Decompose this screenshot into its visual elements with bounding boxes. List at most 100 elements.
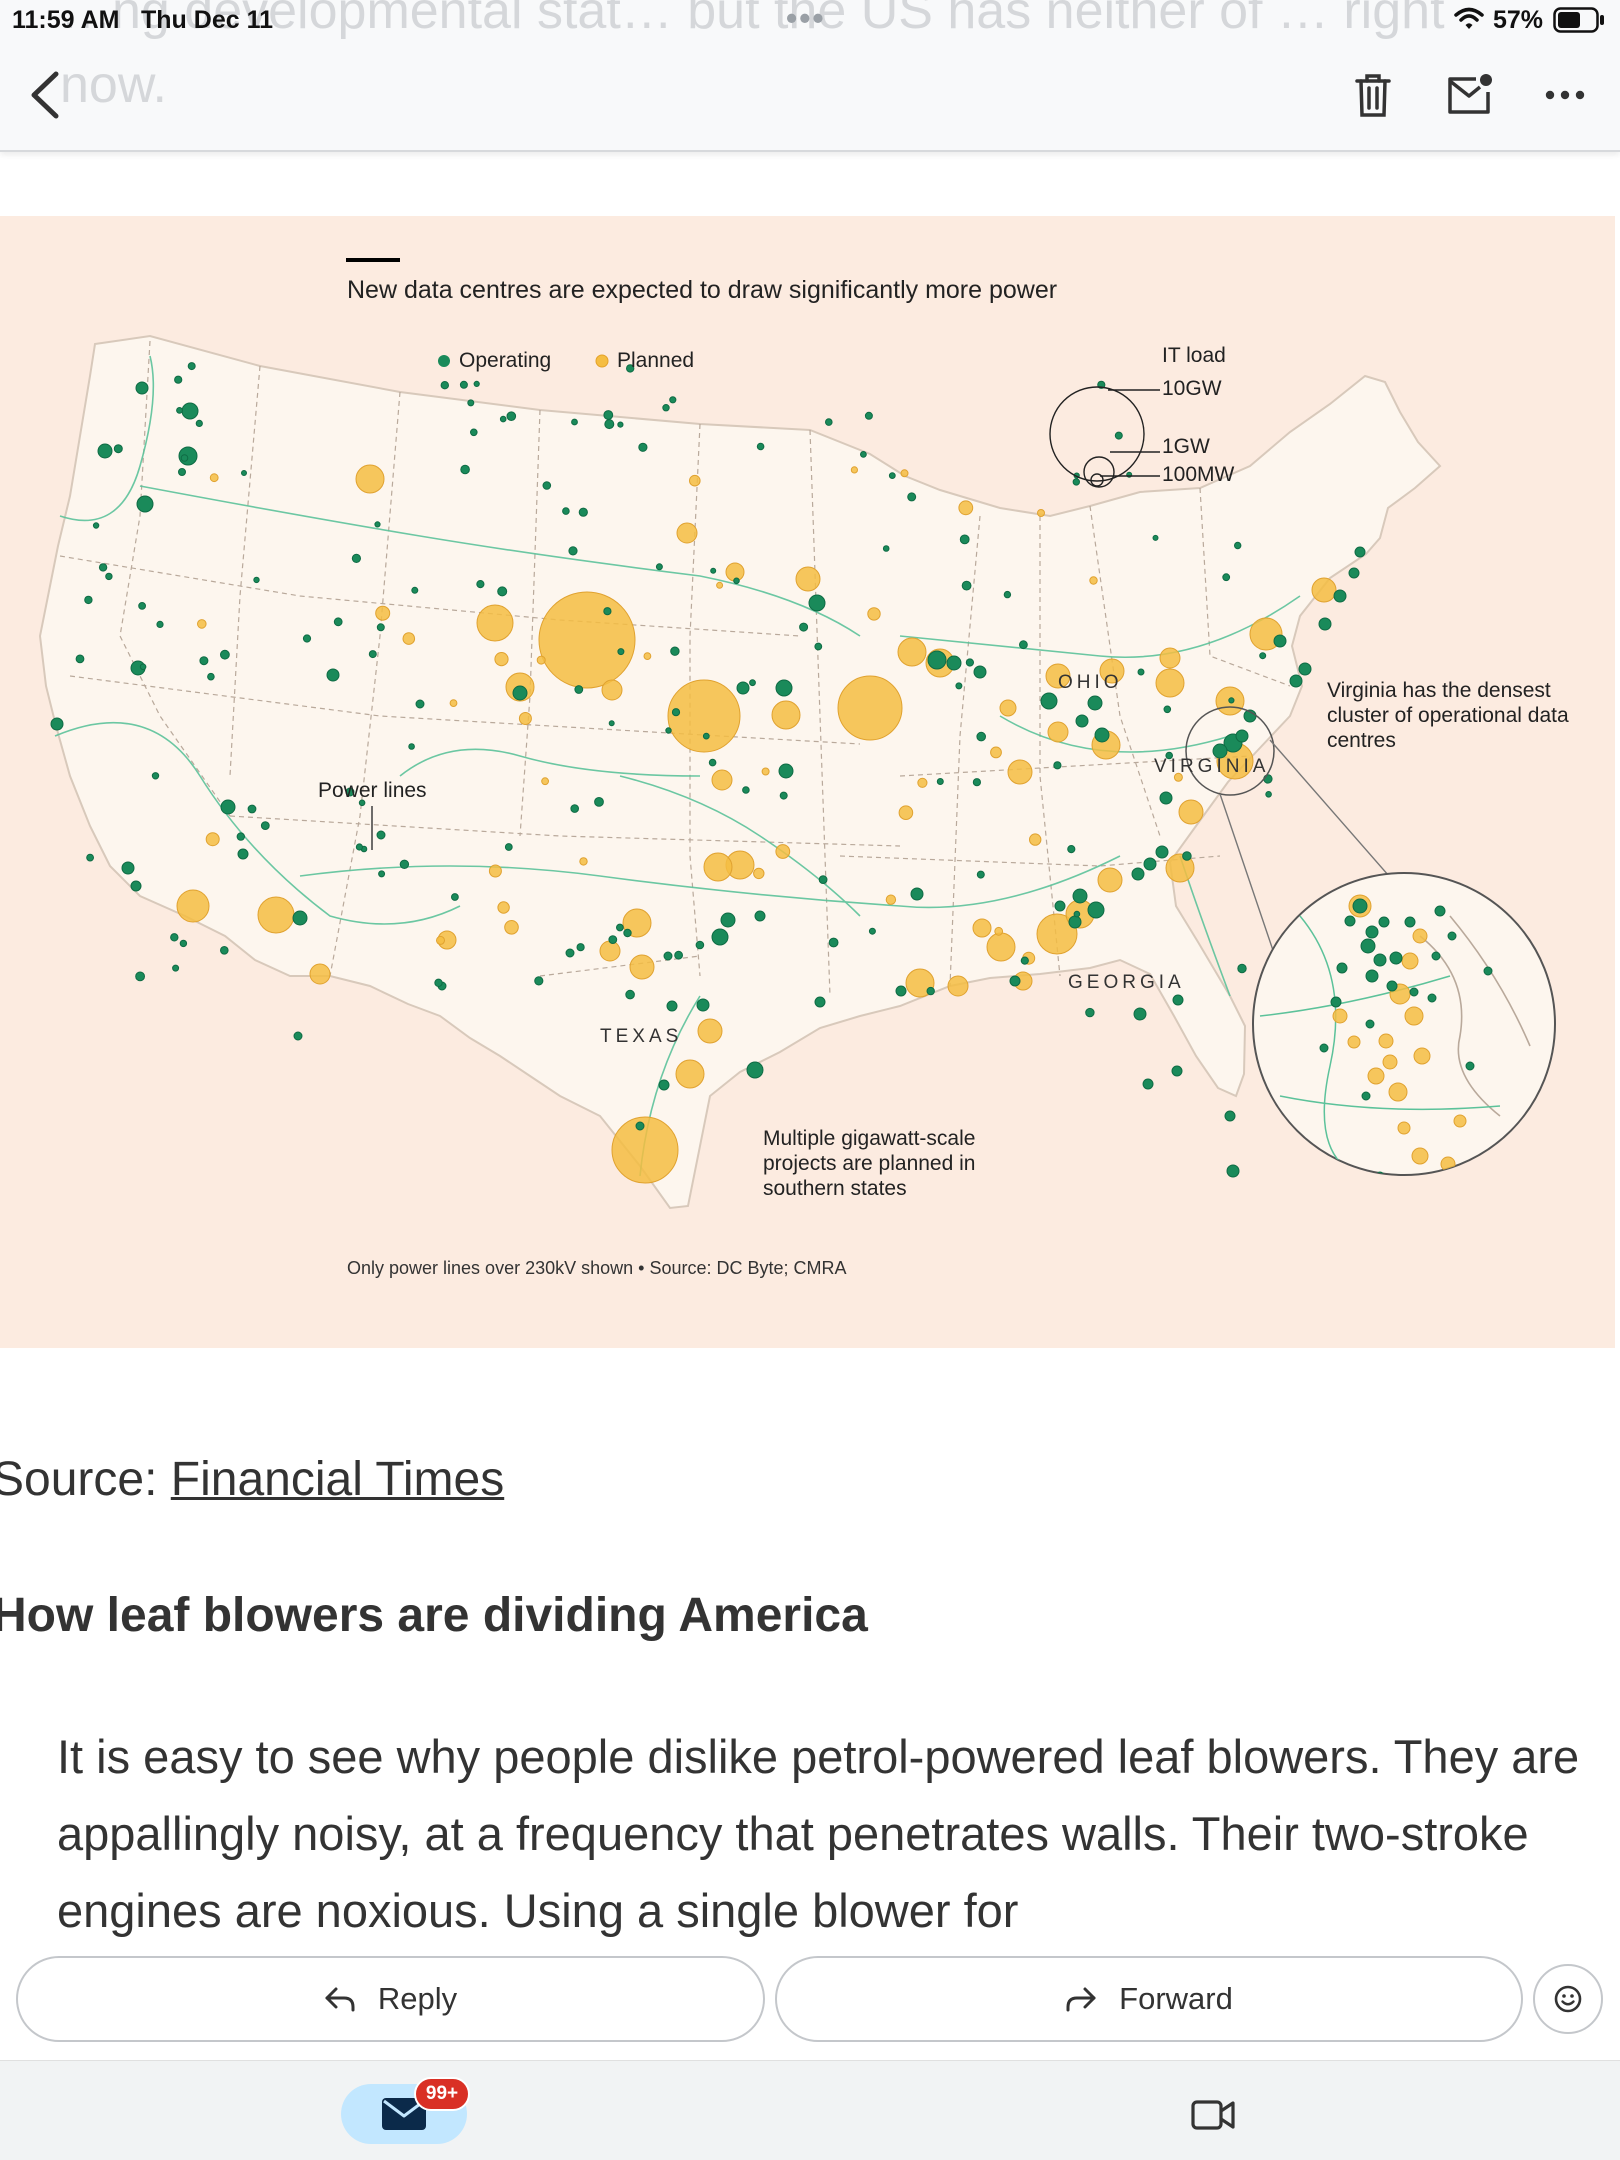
planned-data-centre-bubble bbox=[697, 1018, 723, 1044]
operating-data-centre-bubble bbox=[571, 418, 578, 426]
more-horizontal-icon bbox=[1545, 90, 1585, 100]
planned-data-centre-bubble bbox=[1097, 867, 1123, 893]
operating-data-centre-bubble bbox=[976, 731, 987, 742]
size-legend-small: 100MW bbox=[1162, 463, 1235, 486]
operating-data-centre-bubble bbox=[749, 679, 756, 687]
operating-data-centre-bubble bbox=[603, 410, 614, 420]
operating-data-centre-bubble bbox=[1020, 956, 1029, 965]
operating-data-centre-bubble bbox=[376, 830, 386, 840]
planned-data-centre-bubble bbox=[1411, 1147, 1429, 1165]
operating-data-centre-bubble bbox=[139, 663, 147, 671]
forward-button[interactable]: Forward bbox=[775, 1956, 1523, 2042]
operating-data-centre-bubble bbox=[260, 821, 270, 830]
operating-data-centre-bubble bbox=[574, 685, 584, 694]
reply-label: Reply bbox=[377, 1981, 458, 2016]
operating-data-centre-bubble bbox=[499, 415, 507, 423]
operating-data-centre-bubble bbox=[1483, 966, 1493, 976]
operating-data-centre-bubble bbox=[864, 411, 873, 420]
operating-data-centre-bubble bbox=[187, 362, 196, 371]
operating-data-centre-bubble bbox=[594, 797, 604, 807]
planned-data-centre-bubble bbox=[209, 473, 219, 483]
operating-data-centre-bubble bbox=[345, 787, 355, 797]
operating-data-centre-bubble bbox=[608, 935, 618, 944]
planned-data-centre-bubble bbox=[1311, 577, 1337, 603]
more-options-button[interactable] bbox=[1542, 80, 1588, 110]
operating-data-centre-bubble bbox=[512, 685, 528, 701]
source-link[interactable]: Financial Times bbox=[170, 1453, 505, 1506]
operating-data-centre-bubble bbox=[506, 411, 517, 421]
reply-button[interactable]: Reply bbox=[16, 1956, 765, 2042]
planned-data-centre-bubble bbox=[994, 926, 1004, 936]
planned-data-centre-bubble bbox=[1155, 668, 1185, 698]
operating-data-centre-bubble bbox=[236, 832, 246, 841]
operating-data-centre-bubble bbox=[623, 928, 632, 938]
operating-data-centre-bubble bbox=[1344, 915, 1356, 927]
operating-data-centre-bubble bbox=[135, 971, 146, 982]
operating-data-centre-bubble bbox=[368, 650, 377, 659]
us-map bbox=[38, 334, 1556, 1210]
operating-data-centre-bubble bbox=[178, 468, 186, 476]
mail-icon bbox=[382, 2098, 426, 2130]
back-button[interactable] bbox=[26, 68, 66, 122]
planned-data-centre-bubble bbox=[1388, 1082, 1408, 1102]
operating-data-centre-bubble bbox=[638, 442, 648, 452]
mark-unread-button[interactable] bbox=[1446, 72, 1494, 116]
operating-data-centre-bubble bbox=[1361, 1091, 1371, 1101]
operating-data-centre-bubble bbox=[961, 580, 972, 591]
operating-data-centre-bubble bbox=[1259, 652, 1267, 660]
operating-data-centre-bubble bbox=[1378, 916, 1390, 928]
planned-data-centre-bubble bbox=[257, 896, 295, 934]
planned-data-centre-bubble bbox=[1047, 721, 1069, 743]
operating-data-centre-bubble bbox=[608, 720, 615, 727]
operating-data-centre-bubble bbox=[1373, 953, 1387, 967]
operating-data-centre-bubble bbox=[1143, 857, 1157, 871]
operating-data-centre-bubble bbox=[568, 546, 578, 556]
planned-data-centre-bubble bbox=[1159, 647, 1181, 669]
state-borders bbox=[59, 340, 1291, 997]
planned-data-centre-bubble bbox=[900, 469, 909, 478]
operating-data-centre-bubble bbox=[86, 853, 94, 862]
operating-data-centre-bubble bbox=[75, 654, 85, 664]
planned-data-centre-bubble bbox=[449, 699, 458, 708]
operating-data-centre-bubble bbox=[603, 607, 612, 616]
multitasking-dots[interactable]: ••• bbox=[786, 0, 826, 36]
planned-data-centre-bubble bbox=[599, 940, 621, 962]
operating-data-centre-bubble bbox=[237, 848, 249, 860]
operating-data-centre-bubble bbox=[302, 634, 312, 643]
operating-data-centre-bubble bbox=[1155, 845, 1169, 859]
power-lines-label: Power lines bbox=[318, 779, 427, 802]
operating-data-centre-bubble bbox=[470, 428, 478, 437]
legend-operating-label: Operating bbox=[459, 349, 552, 372]
state-label-georgia: GEORGIA bbox=[1068, 972, 1185, 993]
planned-data-centre-bubble bbox=[1099, 658, 1125, 684]
operating-data-centre-bubble bbox=[92, 522, 100, 529]
operating-data-centre-bubble bbox=[955, 682, 963, 690]
planned-data-centre-bubble bbox=[497, 901, 510, 914]
meet-tab[interactable] bbox=[1190, 2097, 1236, 2133]
operating-data-centre-bubble bbox=[1133, 1007, 1147, 1021]
operating-data-centre-bubble bbox=[578, 507, 588, 517]
operating-data-centre-bubble bbox=[808, 594, 826, 612]
planned-data-centre-bubble bbox=[205, 832, 220, 847]
operating-data-centre-bubble bbox=[1114, 431, 1123, 440]
operating-data-centre-bubble bbox=[121, 861, 135, 875]
operating-data-centre-bubble bbox=[1212, 743, 1228, 759]
operating-data-centre-bubble bbox=[736, 681, 750, 695]
operating-data-centre-bubble bbox=[1228, 697, 1235, 704]
planned-data-centre-bubble bbox=[1412, 928, 1428, 944]
operating-data-centre-bubble bbox=[1365, 1019, 1375, 1029]
emoji-reaction-button[interactable] bbox=[1533, 1964, 1603, 2034]
planned-data-centre-bubble bbox=[1453, 1114, 1467, 1128]
us-land bbox=[38, 334, 1442, 1210]
battery-percentage: 57% bbox=[1493, 6, 1544, 34]
planned-data-centre-bubble bbox=[402, 632, 416, 645]
operating-data-centre-bubble bbox=[180, 454, 189, 462]
planned-data-centre-bubble bbox=[1007, 759, 1033, 785]
operating-data-centre-bubble bbox=[151, 772, 160, 780]
planned-data-centre-bubble bbox=[541, 777, 549, 786]
planned-data-centre-bubble bbox=[1397, 1121, 1411, 1135]
planned-data-centre-bubble bbox=[990, 746, 1002, 759]
delete-button[interactable] bbox=[1353, 72, 1393, 118]
planned-data-centre-bubble bbox=[917, 777, 928, 788]
operating-data-centre-bubble bbox=[1019, 640, 1028, 650]
